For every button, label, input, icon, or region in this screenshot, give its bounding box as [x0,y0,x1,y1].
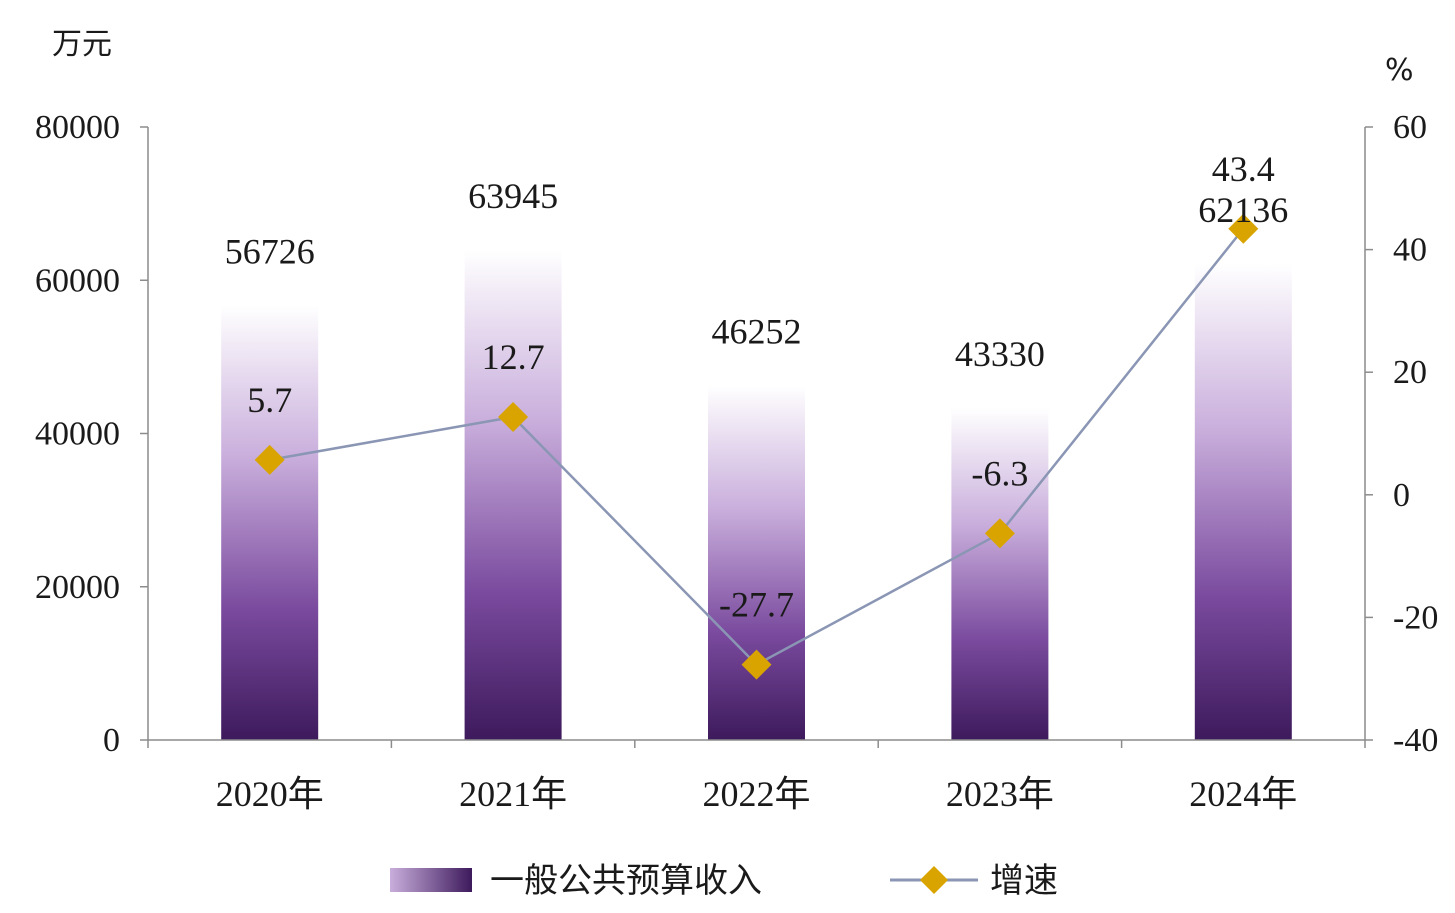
growth-marker-1 [498,401,529,432]
left-tick-label-1: 20000 [35,569,120,606]
right-tick-label-3: 20 [1393,354,1427,391]
bar-value-label-3: 43330 [955,334,1045,374]
legend-bar-swatch [390,868,472,892]
growth-value-label-1: 12.7 [482,337,545,377]
growth-marker-4 [1228,213,1259,244]
bar-2 [708,385,805,740]
x-tick-label-2: 2022年 [702,774,810,814]
x-tick-label-0: 2020年 [216,774,324,814]
legend-bar-label: 一般公共预算收入 [490,861,762,901]
left-tick-label-2: 40000 [35,416,120,453]
growth-value-label-3: -6.3 [971,453,1028,493]
bar-0 [221,305,319,740]
growth-marker-0 [254,444,285,475]
right-axis-unit: % [1385,53,1414,88]
bar-value-label-0: 56726 [225,231,315,271]
bar-3 [951,407,1049,740]
legend-line-label: 增速 [990,861,1058,901]
growth-line-series [254,213,1259,680]
right-tick-label-0: -40 [1393,722,1438,759]
growth-value-label-0: 5.7 [247,380,292,420]
bar-value-label-4: 62136 [1198,190,1288,230]
left-axis-unit: 万元 [52,27,112,62]
bar-1 [464,250,562,741]
right-tick-label-2: 0 [1393,477,1410,514]
growth-value-label-2: -27.7 [719,585,794,625]
right-tick-label-4: 40 [1393,232,1427,269]
growth-value-label-4: 43.4 [1212,149,1275,189]
legend: 一般公共预算收入 增速 [390,861,1058,901]
legend-diamond-marker [920,866,948,894]
x-tick-label-4: 2024年 [1189,774,1297,814]
left-tick-label-0: 0 [103,722,120,759]
right-tick-label-1: -20 [1393,599,1438,636]
bar-value-label-1: 63945 [468,176,558,216]
bar-4 [1194,263,1292,740]
bar-value-label-2: 46252 [712,312,802,352]
axes: 0 20000 40000 60000 80000 -40 -20 0 20 40 60 2020年 2… [35,109,1438,814]
bar-series [221,250,1292,741]
x-tick-label-3: 2023年 [946,774,1054,814]
left-tick-label-4: 80000 [35,109,120,146]
data-labels: 56726 63945 46252 43330 62136 5.7 12.7 -27.7 -6.… [225,149,1289,625]
right-tick-label-5: 60 [1393,109,1427,146]
growth-marker-3 [984,518,1015,549]
left-tick-label-3: 60000 [35,262,120,299]
x-tick-label-1: 2021年 [459,774,567,814]
growth-marker-2 [741,649,772,680]
